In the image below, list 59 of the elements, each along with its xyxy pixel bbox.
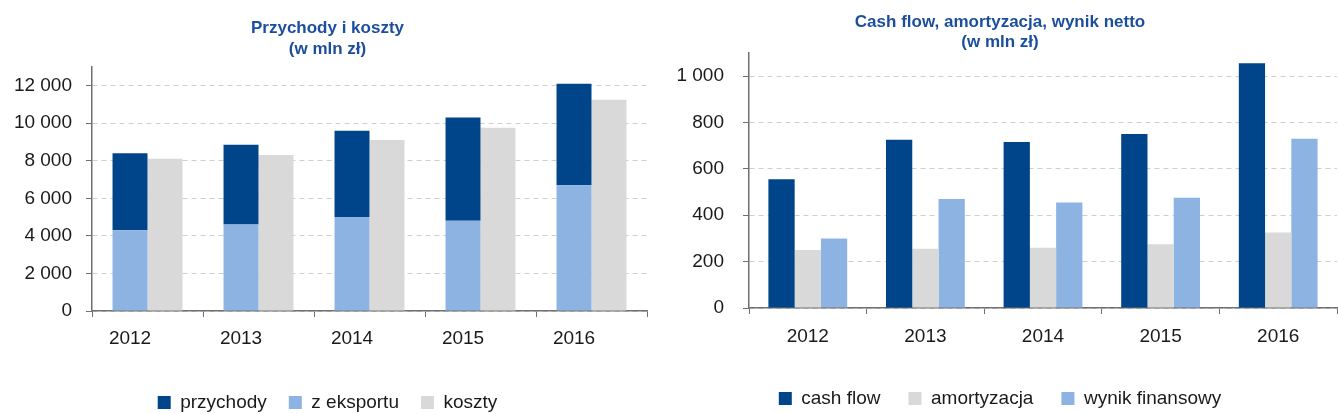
bar [112, 153, 148, 231]
y-tick-label: 8 000 [24, 148, 72, 170]
bar [556, 83, 592, 186]
bar [886, 139, 913, 308]
bar [334, 130, 370, 218]
legend-label: przychody [180, 390, 268, 412]
bar [445, 117, 481, 221]
y-tick-label: 400 [692, 203, 724, 225]
x-tick-label: 2016 [1257, 324, 1300, 346]
bar [369, 140, 405, 311]
bar [556, 185, 592, 311]
y-tick-label: 6 000 [24, 186, 72, 208]
x-tick-label: 2015 [441, 326, 485, 348]
bar [1291, 138, 1318, 308]
x-tick-label: 2015 [1139, 324, 1182, 346]
chart-subtitle: (w mln zł) [288, 39, 367, 59]
bar [794, 250, 821, 308]
bar [1238, 63, 1266, 308]
x-tick-label: 2014 [330, 326, 374, 348]
y-tick-label: 1 000 [676, 64, 724, 86]
x-tick-label: 2014 [1021, 324, 1065, 346]
bar [112, 230, 148, 311]
chart-subtitle: (w mln zł) [961, 32, 1039, 52]
bar [1121, 134, 1148, 308]
y-tick-label: 800 [692, 110, 724, 132]
legend-label: koszty [443, 390, 498, 412]
legend-label: z eksportu [311, 390, 399, 412]
y-tick-label: 200 [692, 249, 724, 271]
bar [1029, 247, 1057, 308]
legend-label: amortyzacja [931, 386, 1034, 408]
y-tick-label: 10 000 [13, 111, 72, 133]
bar [1147, 244, 1174, 308]
y-tick-label: 4 000 [24, 224, 72, 246]
x-tick-label: 2013 [904, 324, 947, 346]
bar [938, 198, 965, 308]
bar [223, 144, 259, 225]
bar [1056, 202, 1083, 308]
bar [334, 217, 370, 311]
bar [768, 179, 795, 308]
bar [1265, 232, 1292, 308]
y-tick-label: 2 000 [24, 261, 72, 283]
legend-label: wynik finansowy [1082, 386, 1222, 408]
bar [1003, 142, 1030, 308]
y-tick-label: 0 [713, 296, 724, 318]
chart-title: Przychody i koszty [250, 17, 405, 37]
y-tick-label: 600 [692, 157, 724, 179]
bar [445, 220, 481, 311]
chart-title: Cash flow, amortyzacja, wynik netto [854, 11, 1146, 31]
y-tick-label: 0 [61, 299, 72, 321]
x-tick-label: 2012 [786, 324, 829, 346]
bar [223, 224, 259, 311]
legend-label: cash flow [801, 386, 881, 408]
x-tick-label: 2016 [552, 326, 596, 348]
bar [1173, 197, 1200, 308]
x-tick-label: 2013 [219, 326, 263, 348]
x-tick-label: 2012 [108, 326, 152, 348]
y-tick-label: 12 000 [13, 73, 72, 95]
bar [820, 238, 848, 308]
bar [912, 248, 939, 308]
